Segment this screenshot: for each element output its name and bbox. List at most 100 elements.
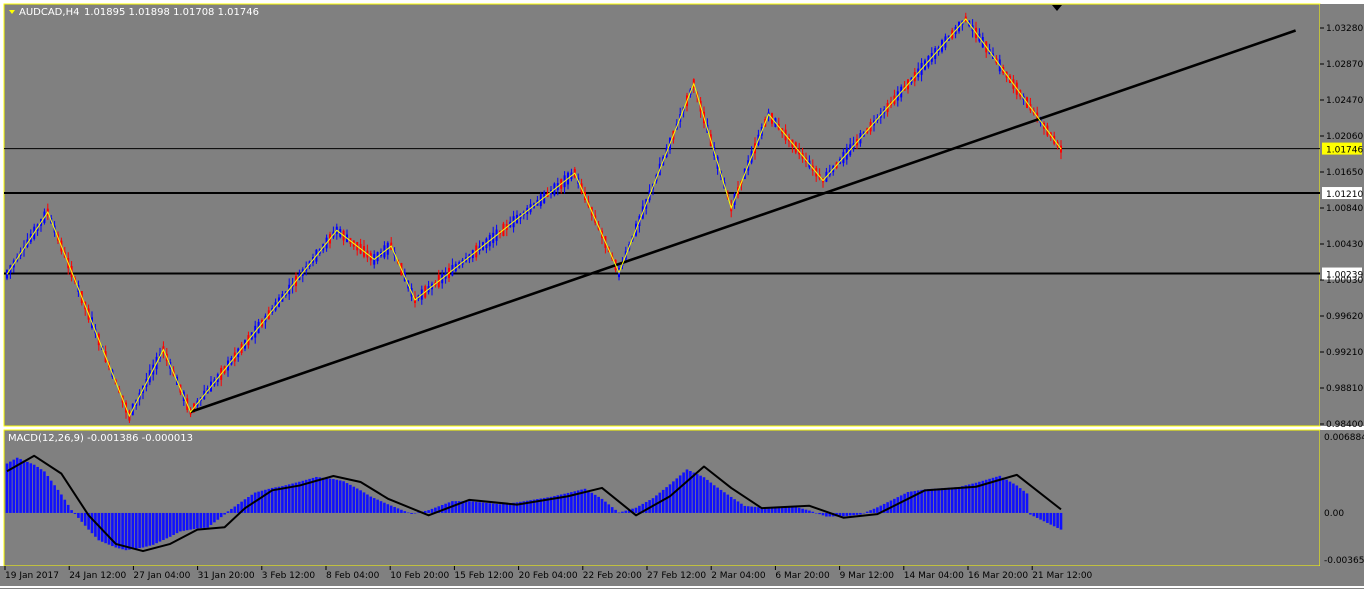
macd-bar <box>774 506 777 513</box>
macd-bar <box>743 505 747 513</box>
macd-bar <box>604 501 607 513</box>
macd-bar <box>107 512 111 545</box>
macd-bar <box>19 459 22 513</box>
time-tick-label: 24 Jan 12:00 <box>69 571 126 581</box>
ohlc-label: 1.01895 1.01898 1.01708 1.01746 <box>84 7 259 18</box>
macd-bar <box>821 512 825 516</box>
macd-bar <box>284 485 288 513</box>
macd-bar <box>995 476 998 513</box>
macd-bar <box>682 472 685 513</box>
macd-bar <box>882 503 886 513</box>
macd-bar <box>610 507 614 513</box>
macd-bar <box>522 501 526 513</box>
macd-bar <box>298 481 301 513</box>
macd-bar <box>695 474 699 513</box>
price-tick-label: 1.00840 <box>1326 204 1363 214</box>
macd-bar <box>984 479 988 513</box>
macd-bar <box>1015 485 1019 513</box>
macd-bar <box>920 489 923 513</box>
macd-bar <box>746 506 750 513</box>
macd-bar <box>359 490 362 513</box>
time-tick-label: 14 Mar 04:00 <box>904 571 964 581</box>
macd-bar <box>950 487 954 513</box>
macd-bar <box>168 512 172 537</box>
macd-bar <box>719 489 723 513</box>
macd-bar <box>726 494 730 513</box>
macd-bar <box>760 507 764 513</box>
macd-bar <box>797 507 801 513</box>
macd-bar <box>685 469 689 513</box>
macd-bar <box>437 506 441 513</box>
macd-bar <box>260 490 264 513</box>
macd-bar <box>192 512 196 530</box>
macd-bar <box>355 488 359 513</box>
macd-bar <box>712 485 716 513</box>
macd-bar <box>736 501 740 513</box>
macd-bar <box>277 486 281 513</box>
macd-bar <box>141 512 145 548</box>
macd-bar <box>243 499 247 513</box>
main-plot-background[interactable] <box>3 3 1321 427</box>
macd-bar <box>219 512 223 518</box>
macd-bar <box>692 472 696 513</box>
macd-bar <box>580 489 583 513</box>
macd-bar <box>400 509 403 513</box>
macd-bar <box>750 506 753 513</box>
macd-bar <box>576 490 580 513</box>
macd-bar <box>930 488 934 513</box>
macd-bar <box>372 498 376 513</box>
macd-bar <box>556 495 560 513</box>
macd-bar <box>488 503 492 513</box>
macd-bar <box>961 486 964 513</box>
macd-bar <box>981 480 985 513</box>
macd-bar <box>386 504 390 513</box>
macd-bar <box>784 506 787 513</box>
macd-bar <box>461 501 464 513</box>
macd-bar <box>787 506 791 513</box>
macd-bar <box>182 512 186 531</box>
time-tick-label: 16 Mar 20:00 <box>968 571 1028 581</box>
macd-bar <box>90 512 94 534</box>
macd-bar <box>199 512 203 529</box>
macd-bar <box>974 482 978 513</box>
macd-bar <box>971 483 974 513</box>
macd-bar <box>767 507 770 513</box>
macd-bar <box>1022 490 1025 513</box>
hline-price-label: 1.00239 <box>1326 271 1363 281</box>
time-tick-label: 2 Mar 04:00 <box>711 571 766 581</box>
macd-bar <box>29 463 33 513</box>
macd-bar <box>104 512 107 544</box>
macd-bar <box>532 499 536 513</box>
macd-bar <box>937 488 940 513</box>
macd-bar <box>1059 512 1063 530</box>
macd-bar <box>668 484 672 513</box>
macd-bar <box>12 459 16 513</box>
trend-line[interactable] <box>190 29 1297 414</box>
header-dropdown-icon[interactable] <box>9 10 15 14</box>
macd-bar <box>607 504 611 513</box>
macd-bar <box>933 488 937 513</box>
macd-bar <box>1008 481 1012 513</box>
hline-price-label: 1.01210 <box>1326 190 1363 200</box>
macd-bar <box>185 512 189 531</box>
macd-bar <box>525 500 529 513</box>
macd-bar <box>536 499 539 513</box>
macd-bar <box>1049 512 1053 525</box>
macd-bar <box>32 464 36 513</box>
macd-bar <box>593 494 597 513</box>
time-tick-label: 19 Jan 2017 <box>5 571 59 581</box>
macd-bar <box>991 477 995 513</box>
zigzag-line[interactable] <box>6 18 1062 418</box>
macd-bar <box>624 510 628 513</box>
shift-marker-icon[interactable] <box>1052 5 1062 11</box>
macd-bar <box>376 499 379 513</box>
macd-bar <box>791 505 794 513</box>
macd-bar <box>852 512 855 516</box>
macd-bar <box>328 478 332 513</box>
macd-bar <box>9 461 12 513</box>
macd-bar <box>454 501 458 513</box>
macd-bar <box>563 493 566 513</box>
macd-bar <box>1039 512 1042 520</box>
macd-bar <box>498 504 502 513</box>
